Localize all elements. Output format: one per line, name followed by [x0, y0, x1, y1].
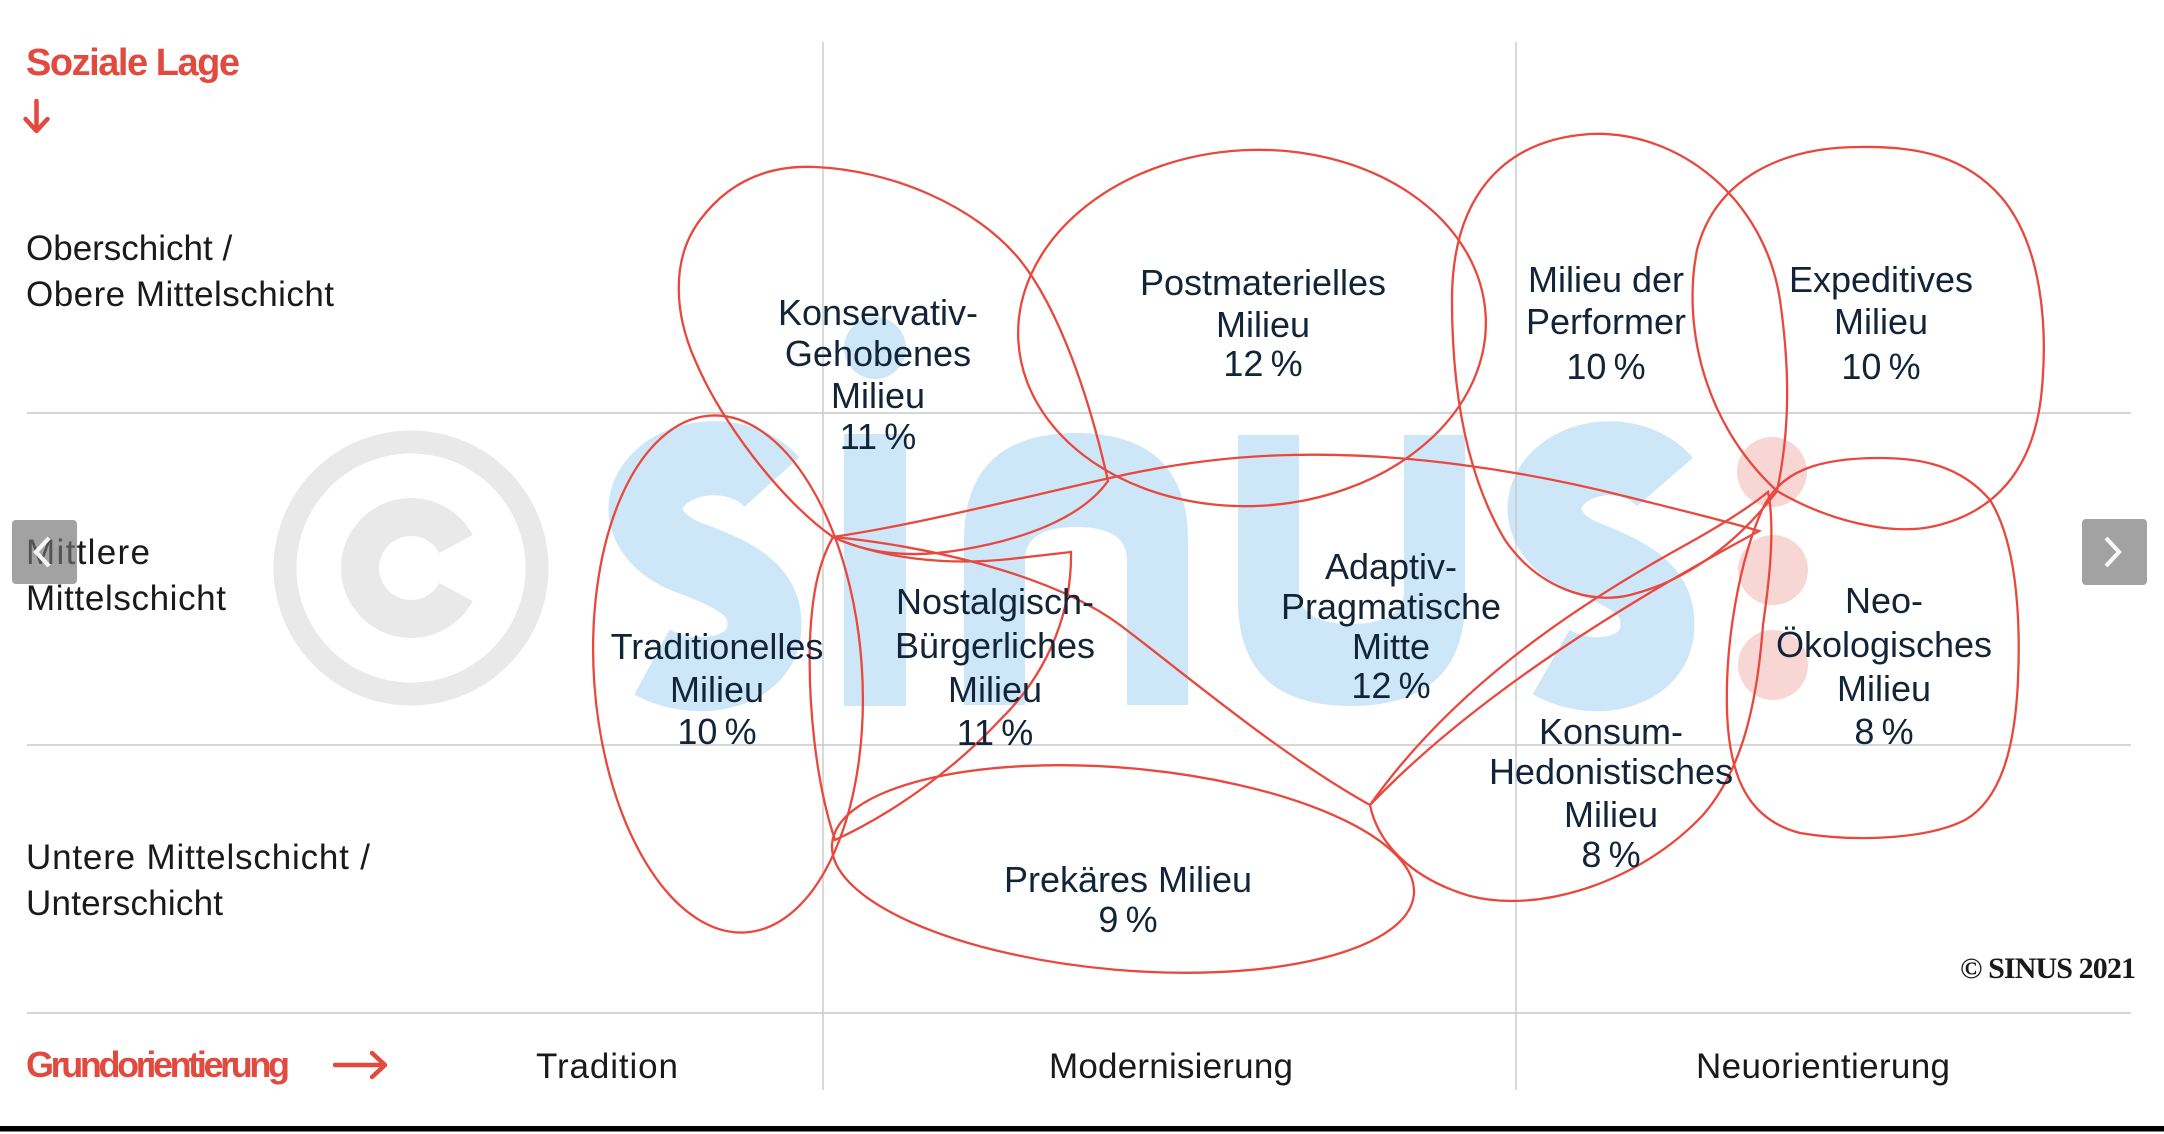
svg-text:Expeditives: Expeditives	[1789, 259, 1973, 300]
svg-text:Unterschicht: Unterschicht	[26, 884, 223, 923]
svg-text:10 %: 10 %	[1841, 346, 1920, 387]
svg-text:9 %: 9 %	[1098, 899, 1157, 940]
svg-text:Milieu: Milieu	[1564, 794, 1658, 835]
svg-text:Milieu der: Milieu der	[1528, 259, 1684, 300]
svg-text:Tradition: Tradition	[536, 1047, 678, 1086]
svg-text:10 %: 10 %	[1566, 346, 1645, 387]
svg-text:Milieu: Milieu	[831, 375, 925, 416]
svg-text:12 %: 12 %	[1351, 665, 1430, 706]
svg-text:Pragmatische: Pragmatische	[1281, 586, 1501, 627]
svg-text:© SINUS 2021: © SINUS 2021	[1960, 952, 2136, 985]
svg-text:8 %: 8 %	[1581, 834, 1640, 875]
svg-text:Performer: Performer	[1526, 301, 1686, 342]
svg-text:Untere Mittelschicht /: Untere Mittelschicht /	[26, 838, 370, 877]
svg-text:Prekäres Milieu: Prekäres Milieu	[1004, 859, 1252, 900]
svg-text:8 %: 8 %	[1854, 711, 1913, 752]
svg-text:12 %: 12 %	[1223, 343, 1302, 384]
svg-text:Neuorientierung: Neuorientierung	[1696, 1047, 1950, 1086]
svg-text:Mitte: Mitte	[1352, 626, 1430, 667]
svg-text:Mittelschicht: Mittelschicht	[26, 579, 226, 618]
svg-text:Modernisierung: Modernisierung	[1049, 1047, 1293, 1086]
svg-text:Milieu: Milieu	[1216, 304, 1310, 345]
svg-text:Neo-: Neo-	[1845, 580, 1923, 621]
svg-text:Postmaterielles: Postmaterielles	[1140, 262, 1386, 303]
svg-text:11 %: 11 %	[957, 712, 1034, 753]
svg-text:Traditionelles: Traditionelles	[611, 626, 824, 667]
svg-text:Grundorientierung: Grundorientierung	[26, 1044, 290, 1085]
svg-text:11 %: 11 %	[840, 416, 917, 457]
svg-text:Nostalgisch-: Nostalgisch-	[896, 581, 1094, 622]
svg-text:Oberschicht /: Oberschicht /	[26, 229, 232, 268]
svg-text:Adaptiv-: Adaptiv-	[1325, 546, 1457, 587]
svg-text:Milieu: Milieu	[948, 669, 1042, 710]
svg-text:Bürgerliches: Bürgerliches	[895, 625, 1095, 666]
svg-text:Konsum-: Konsum-	[1539, 711, 1683, 752]
svg-text:Gehobenes: Gehobenes	[785, 333, 971, 374]
svg-text:Hedonistisches: Hedonistisches	[1489, 751, 1733, 792]
svg-text:10 %: 10 %	[677, 711, 756, 752]
svg-text:Ökologisches: Ökologisches	[1776, 624, 1992, 665]
svg-text:Milieu: Milieu	[670, 669, 764, 710]
svg-text:Milieu: Milieu	[1834, 301, 1928, 342]
svg-text:Konservativ-: Konservativ-	[778, 292, 978, 333]
svg-text:Milieu: Milieu	[1837, 668, 1931, 709]
svg-text:Obere Mittelschicht: Obere Mittelschicht	[26, 275, 334, 314]
svg-text:Soziale Lage: Soziale Lage	[26, 42, 240, 84]
